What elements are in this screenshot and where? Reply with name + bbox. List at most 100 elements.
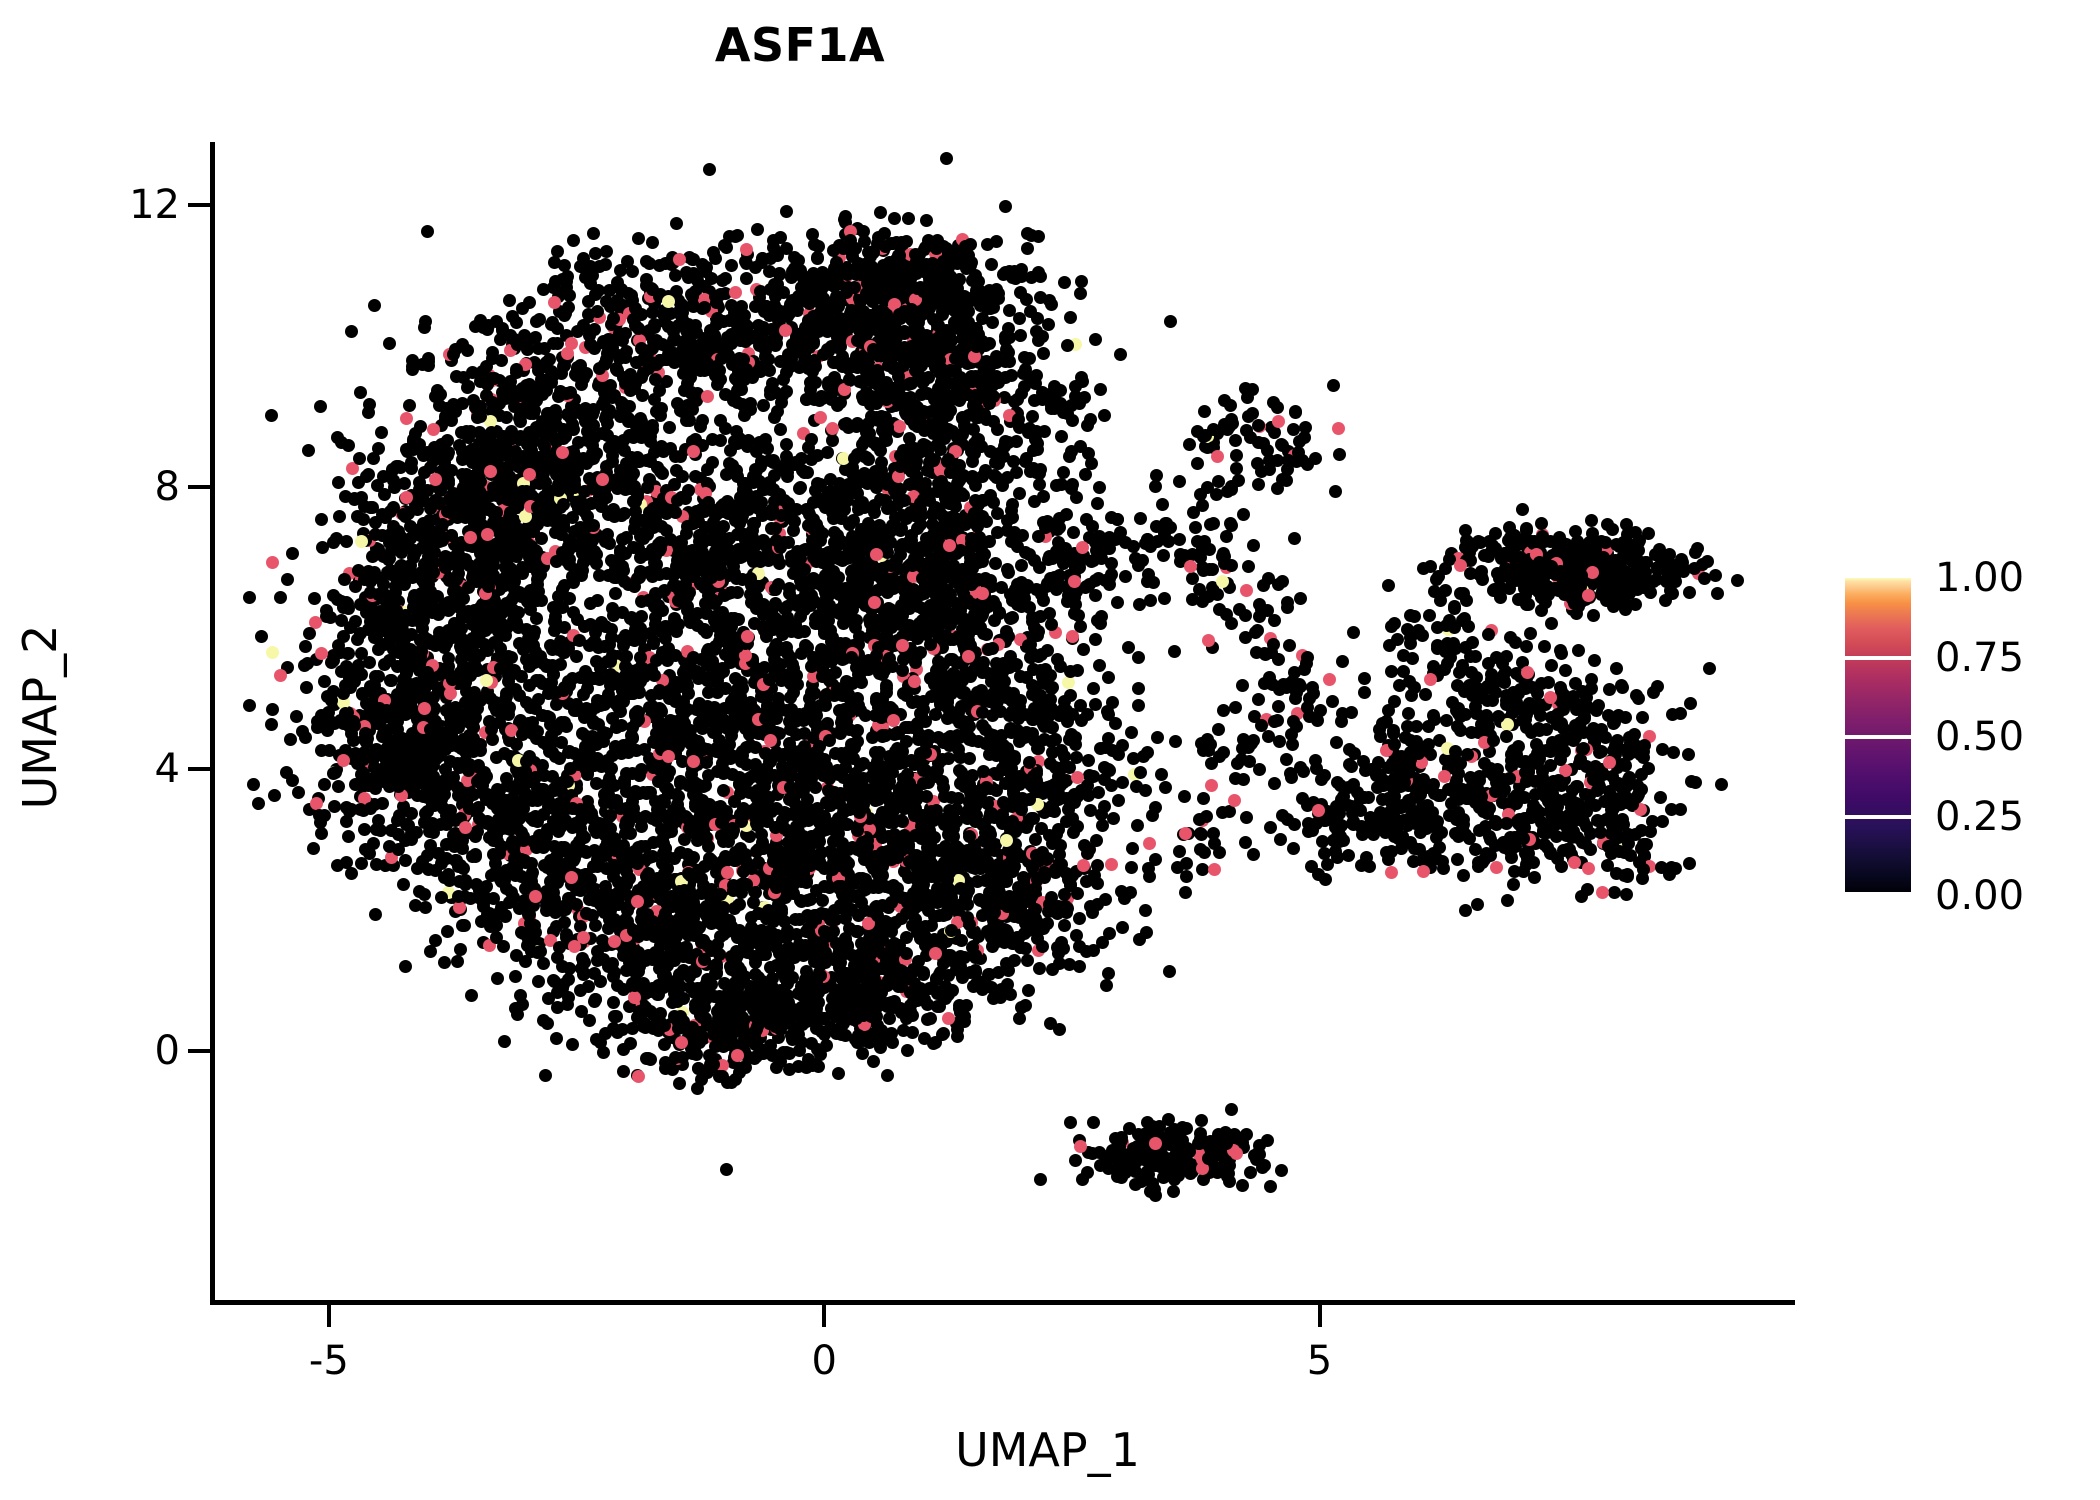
scatter-point — [702, 163, 716, 177]
scatter-point — [998, 199, 1012, 213]
scatter-point — [804, 382, 818, 396]
scatter-point — [378, 657, 392, 671]
scatter-point — [340, 815, 354, 829]
scatter-point — [370, 742, 384, 756]
scatter-point — [586, 226, 600, 240]
scatter-point — [466, 713, 480, 727]
scatter-point — [346, 733, 360, 747]
scatter-point — [757, 399, 771, 413]
scatter-point — [350, 632, 364, 646]
scatter-point — [307, 592, 321, 606]
scatter-point — [629, 670, 643, 684]
y-tick-mark — [188, 203, 210, 208]
scatter-point — [773, 423, 787, 437]
scatter-point — [426, 422, 440, 436]
scatter-point — [512, 800, 526, 814]
scatter-point — [418, 701, 432, 715]
scatter-point — [273, 590, 287, 604]
y-tick-mark — [188, 485, 210, 490]
scatter-point — [499, 628, 513, 642]
scatter-point — [291, 785, 305, 799]
scatter-point — [716, 274, 730, 288]
scatter-point — [597, 639, 611, 653]
scatter-point — [570, 612, 584, 626]
scatter-point — [897, 324, 911, 338]
scatter-point — [910, 631, 924, 645]
scatter-point — [593, 672, 607, 686]
scatter-point — [455, 918, 469, 932]
scatter-point — [1164, 315, 1178, 329]
scatter-point — [423, 637, 437, 651]
scatter-point — [668, 694, 682, 708]
scatter-point — [529, 314, 543, 328]
scatter-point — [843, 372, 857, 386]
scatter-point — [587, 322, 601, 336]
scatter-point — [455, 337, 469, 351]
scatter-point — [299, 639, 313, 653]
scatter-point — [264, 408, 278, 422]
scatter-point — [399, 960, 413, 974]
scatter-point — [554, 658, 568, 672]
scatter-point — [1061, 676, 1075, 690]
scatter-point — [850, 357, 864, 371]
scatter-point — [421, 863, 435, 877]
scatter-point — [469, 847, 483, 861]
scatter-point — [695, 413, 709, 427]
x-tick-label: -5 — [308, 1338, 349, 1384]
scatter-point — [829, 604, 843, 618]
scatter-point — [886, 343, 900, 357]
scatter-point — [302, 444, 316, 458]
scatter-point — [569, 703, 583, 717]
scatter-point — [523, 907, 537, 921]
scatter-point — [336, 753, 350, 767]
scatter-point — [1055, 430, 1069, 444]
scatter-point — [490, 750, 504, 764]
scatter-point — [920, 214, 934, 228]
scatter-point — [722, 651, 736, 665]
scatter-point — [607, 995, 621, 1009]
scatter-point — [607, 608, 621, 622]
scatter-point — [944, 404, 957, 418]
scatter-point — [740, 272, 754, 286]
x-tick-label: 5 — [1306, 1338, 1333, 1384]
scatter-point — [441, 651, 455, 665]
scatter-point — [463, 801, 477, 815]
scatter-point — [485, 722, 499, 736]
x-tick-label: 0 — [811, 1338, 837, 1384]
scatter-point — [456, 371, 470, 385]
scatter-point — [569, 650, 583, 664]
scatter-point — [317, 777, 331, 791]
scatter-point — [500, 411, 514, 425]
y-tick-mark — [188, 767, 210, 772]
scatter-point — [458, 821, 472, 835]
scatter-point — [515, 728, 529, 742]
scatter-point — [357, 823, 371, 837]
scatter-point — [885, 326, 899, 340]
scatter-point — [525, 925, 539, 938]
scatter-point — [531, 789, 545, 803]
scatter-point — [524, 811, 538, 825]
scatter-point — [372, 642, 386, 656]
scatter-point — [300, 657, 314, 671]
scatter-point — [565, 337, 579, 351]
scatter-point — [363, 585, 377, 599]
scatter-point — [633, 412, 647, 426]
scatter-point — [601, 333, 615, 347]
scatter-point — [1084, 412, 1098, 426]
scatter-point — [418, 320, 432, 334]
x-tick-mark — [1317, 1305, 1322, 1327]
scatter-point — [396, 878, 410, 892]
scatter-point — [821, 345, 835, 359]
scatter-point — [988, 556, 1002, 570]
scatter-point — [631, 231, 645, 245]
scatter-point — [1074, 274, 1088, 288]
scatter-point — [295, 724, 309, 738]
scatter-point — [391, 828, 405, 842]
scatter-point — [362, 656, 376, 670]
scatter-point — [369, 907, 383, 921]
scatter-point — [266, 555, 280, 569]
scatter-point — [990, 506, 1004, 520]
scatter-point — [553, 941, 567, 955]
scatter-point — [539, 829, 553, 843]
scatter-clip — [210, 142, 1795, 1305]
